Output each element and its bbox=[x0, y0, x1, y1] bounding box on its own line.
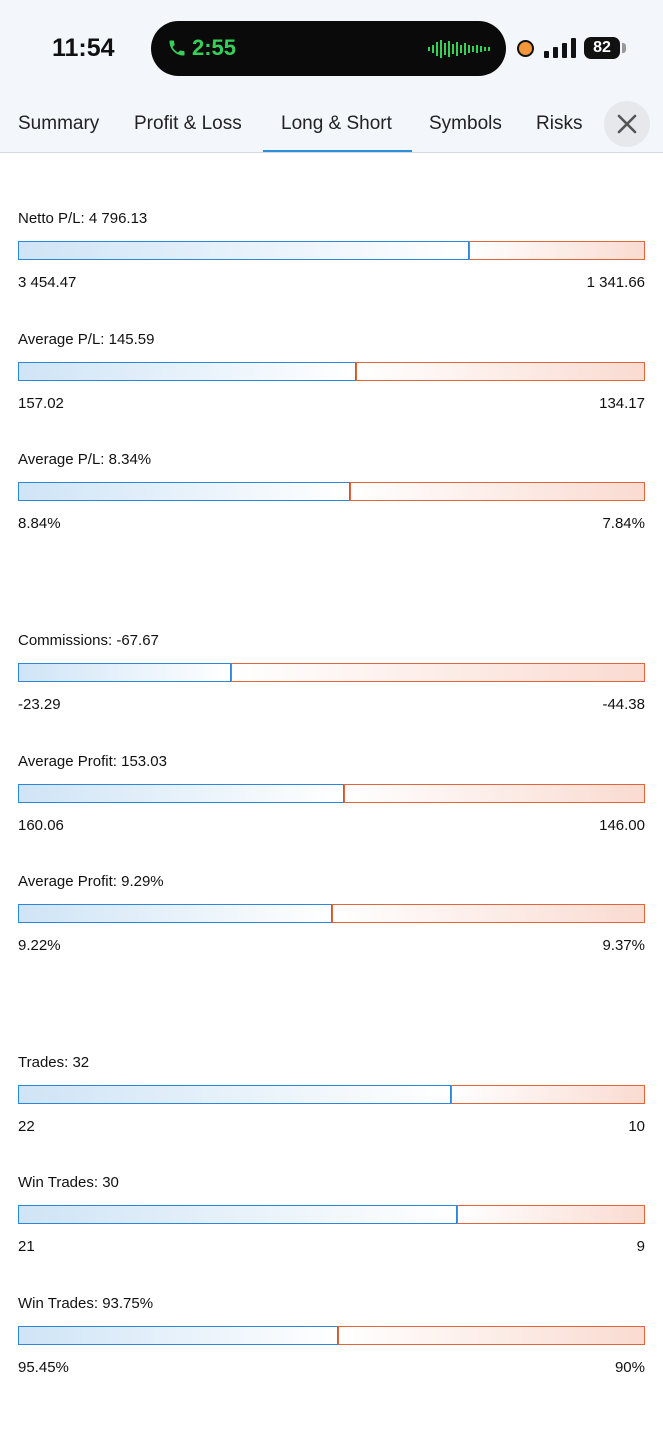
long-segment bbox=[18, 241, 469, 260]
metric-label: Win Trades: 93.75% bbox=[18, 1295, 154, 1312]
long-short-bar bbox=[18, 1085, 645, 1104]
long-segment bbox=[18, 1085, 451, 1104]
cellular-signal-icon bbox=[544, 38, 576, 58]
call-duration: 2:55 bbox=[192, 35, 237, 60]
long-segment bbox=[18, 1326, 338, 1345]
tab-risks[interactable]: Risks bbox=[536, 113, 583, 134]
short-value: 134.17 bbox=[599, 395, 645, 412]
long-short-bar bbox=[18, 1205, 645, 1224]
recording-indicator-icon bbox=[517, 40, 534, 57]
short-segment bbox=[469, 241, 645, 260]
close-button[interactable] bbox=[604, 101, 650, 147]
long-value: 157.02 bbox=[18, 395, 64, 412]
metric-average-profit: Average Profit: 153.03 160.06 146.00 bbox=[18, 753, 645, 853]
short-segment bbox=[332, 904, 645, 923]
tab-divider bbox=[0, 152, 663, 153]
metric-label: Average Profit: 153.03 bbox=[18, 753, 167, 770]
short-value: 1 341.66 bbox=[586, 274, 645, 291]
long-short-bar bbox=[18, 1326, 645, 1345]
long-value: 8.84% bbox=[18, 515, 61, 532]
long-short-bar bbox=[18, 482, 645, 501]
dynamic-island-call[interactable]: 2:55 bbox=[151, 21, 506, 76]
long-segment bbox=[18, 482, 350, 501]
short-value: 7.84% bbox=[602, 515, 645, 532]
short-value: 9 bbox=[636, 1238, 645, 1255]
status-bar: 11:54 2:55 bbox=[0, 0, 663, 96]
metric-label: Netto P/L: 4 796.13 bbox=[18, 210, 148, 227]
long-short-bar bbox=[18, 663, 645, 682]
metric-label: Commissions: -67.67 bbox=[18, 632, 159, 649]
metric-label: Trades: 32 bbox=[18, 1054, 90, 1071]
long-segment bbox=[18, 1205, 457, 1224]
short-segment bbox=[457, 1205, 645, 1224]
tab-bar: Summary Profit & Loss Long & Short Symbo… bbox=[0, 96, 663, 153]
battery-cap bbox=[622, 43, 626, 53]
short-segment bbox=[350, 482, 645, 501]
long-value: 3 454.47 bbox=[18, 274, 77, 291]
battery-icon: 82 bbox=[584, 37, 620, 59]
long-short-bar bbox=[18, 904, 645, 923]
short-value: 9.37% bbox=[602, 937, 645, 954]
metric-average-pl: Average P/L: 145.59 157.02 134.17 bbox=[18, 331, 645, 431]
metric-commissions: Commissions: -67.67 -23.29 -44.38 bbox=[18, 632, 645, 732]
long-value: -23.29 bbox=[18, 696, 61, 713]
long-segment bbox=[18, 784, 344, 803]
long-segment bbox=[18, 663, 231, 682]
metric-label: Average P/L: 145.59 bbox=[18, 331, 155, 348]
long-value: 22 bbox=[18, 1118, 35, 1135]
long-value: 95.45% bbox=[18, 1359, 69, 1376]
metric-win-trades: Win Trades: 30 21 9 bbox=[18, 1174, 645, 1274]
metric-average-pl-percent: Average P/L: 8.34% 8.84% 7.84% bbox=[18, 451, 645, 551]
long-short-bar bbox=[18, 362, 645, 381]
long-value: 160.06 bbox=[18, 817, 64, 834]
metric-label: Win Trades: 30 bbox=[18, 1174, 119, 1191]
long-segment bbox=[18, 362, 356, 381]
long-value: 9.22% bbox=[18, 937, 61, 954]
short-segment bbox=[356, 362, 645, 381]
tab-summary[interactable]: Summary bbox=[18, 113, 100, 134]
metric-trades: Trades: 32 22 10 bbox=[18, 1054, 645, 1154]
long-segment bbox=[18, 904, 332, 923]
short-segment bbox=[451, 1085, 645, 1104]
tab-symbols[interactable]: Symbols bbox=[429, 113, 502, 134]
long-short-bar bbox=[18, 784, 645, 803]
short-value: -44.38 bbox=[602, 696, 645, 713]
top-area: 11:54 2:55 bbox=[0, 0, 663, 153]
short-segment bbox=[338, 1326, 645, 1345]
metric-netto-pl: Netto P/L: 4 796.13 3 454.47 1 341.66 bbox=[18, 210, 645, 310]
metric-label: Average Profit: 9.29% bbox=[18, 873, 164, 890]
long-value: 21 bbox=[18, 1238, 35, 1255]
short-segment bbox=[344, 784, 645, 803]
close-icon bbox=[617, 114, 637, 134]
short-segment bbox=[231, 663, 645, 682]
short-value: 10 bbox=[628, 1118, 645, 1135]
metric-win-trades-percent: Win Trades: 93.75% 95.45% 90% bbox=[18, 1295, 645, 1395]
tab-long-short[interactable]: Long & Short bbox=[263, 96, 412, 153]
tab-profit-loss[interactable]: Profit & Loss bbox=[134, 113, 242, 134]
phone-icon bbox=[169, 40, 185, 56]
short-value: 146.00 bbox=[599, 817, 645, 834]
metric-average-profit-percent: Average Profit: 9.29% 9.22% 9.37% bbox=[18, 873, 645, 973]
metric-label: Average P/L: 8.34% bbox=[18, 451, 152, 468]
audio-waveform-icon bbox=[428, 40, 490, 58]
short-value: 90% bbox=[614, 1359, 645, 1376]
status-time: 11:54 bbox=[52, 34, 115, 62]
long-short-bar bbox=[18, 241, 645, 260]
